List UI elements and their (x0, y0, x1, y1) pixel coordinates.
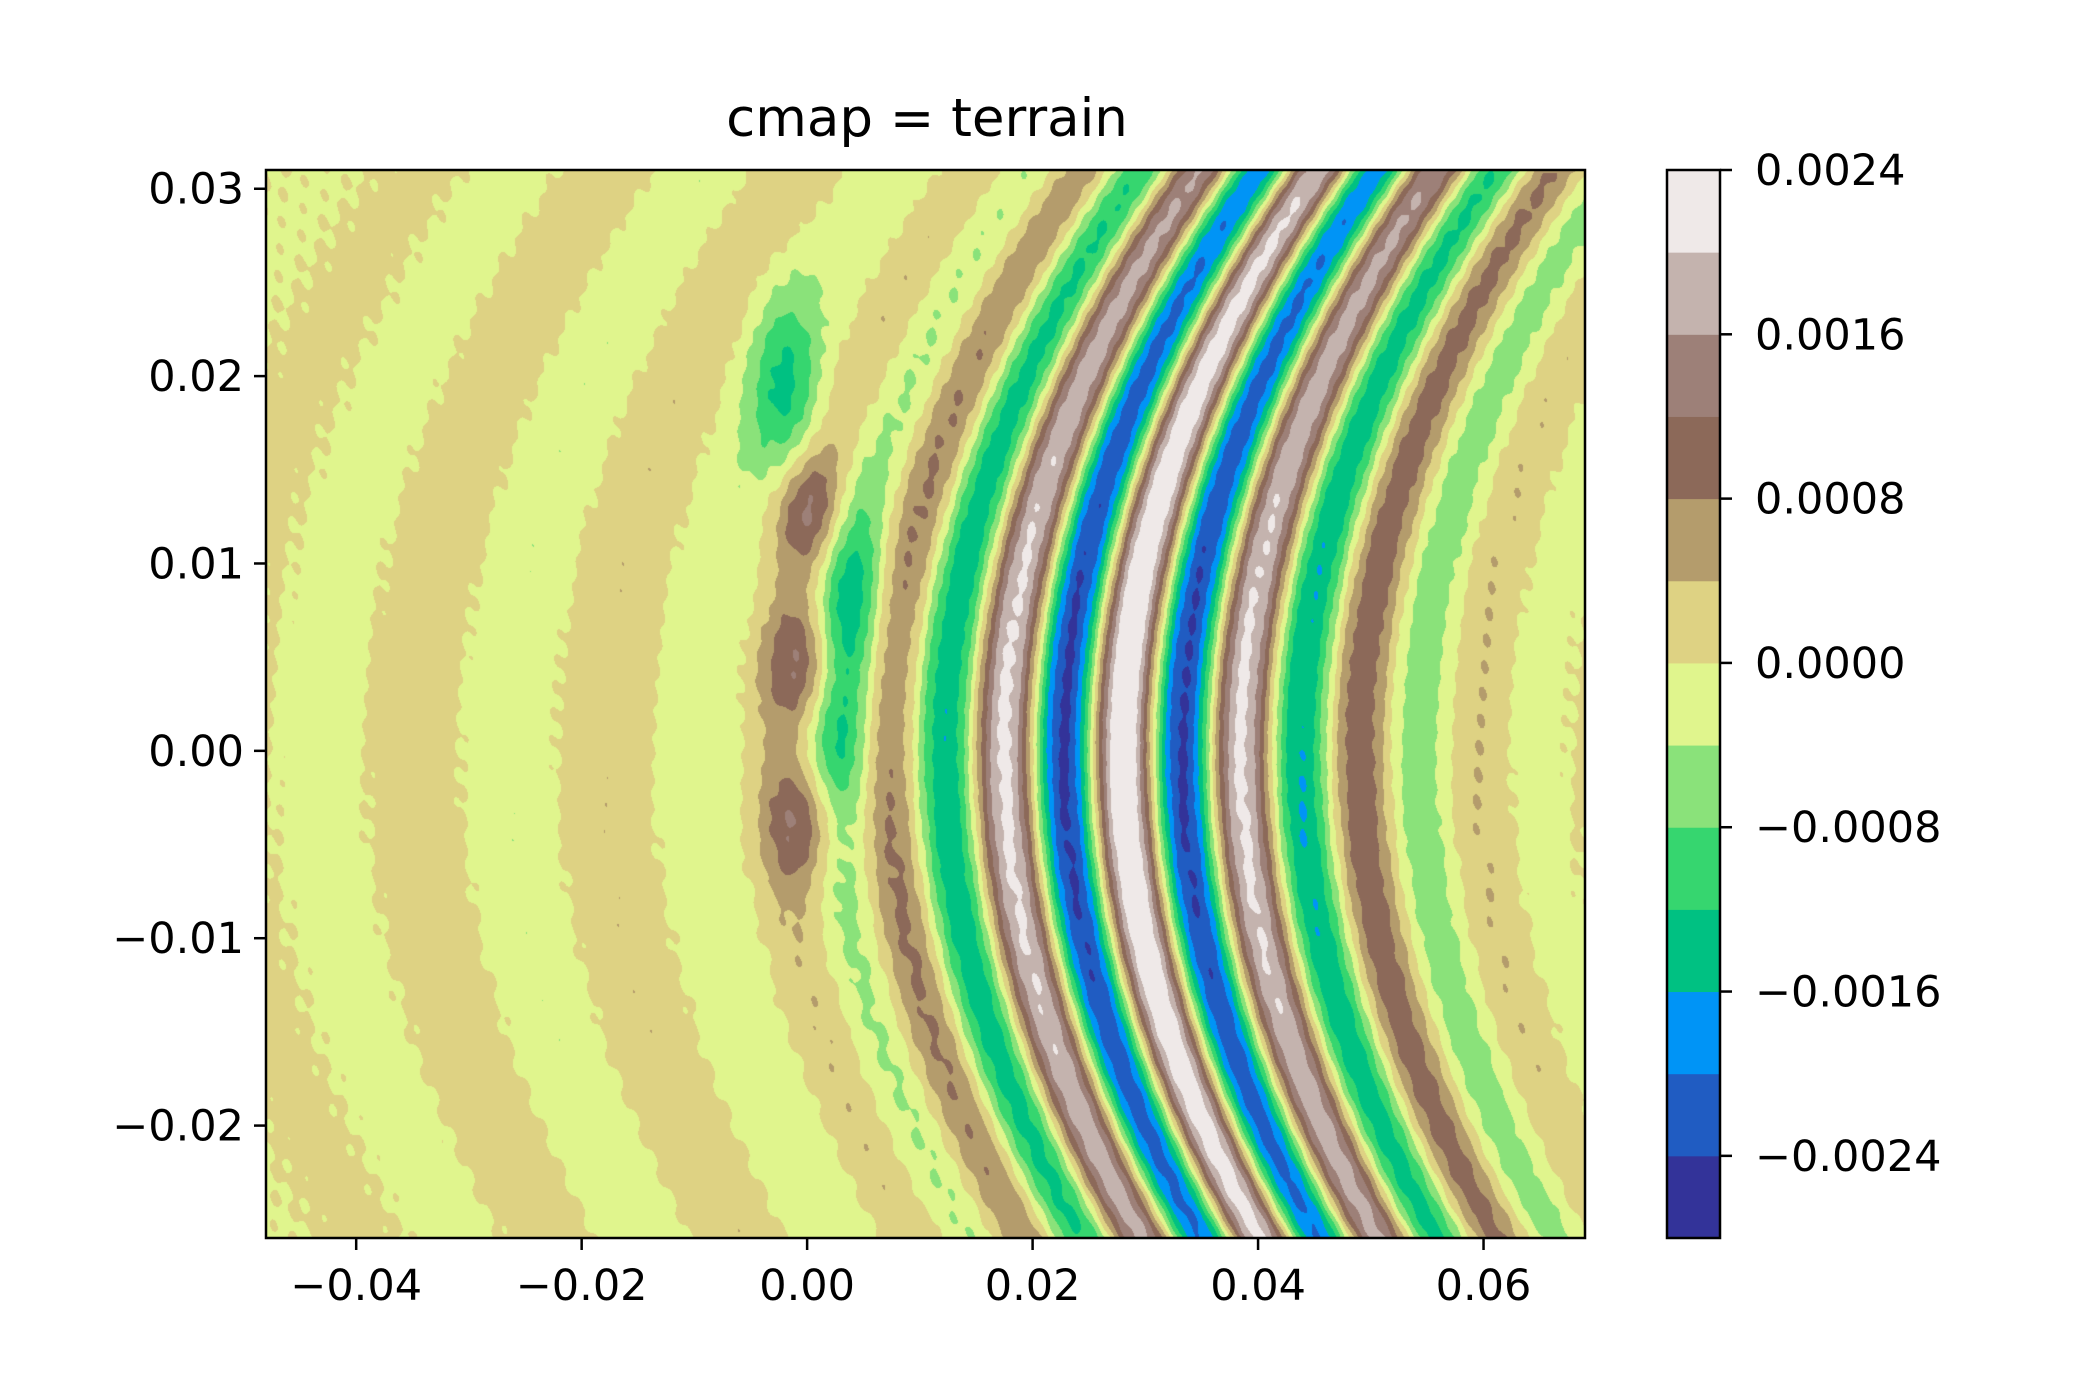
colorbar-band (1667, 991, 1720, 1075)
x-tick-label: 0.04 (1210, 1261, 1306, 1311)
y-tick-label: 0.01 (148, 539, 244, 589)
colorbar-band (1667, 662, 1720, 746)
y-tick-label: −0.02 (112, 1102, 244, 1152)
colorbar-tick-label: −0.0024 (1755, 1132, 1942, 1182)
colorbar-band (1667, 416, 1720, 500)
plot-frame (264, 168, 1587, 1240)
y-tick-label: −0.01 (112, 914, 244, 964)
colorbar-tick-label: 0.0024 (1755, 146, 1905, 196)
colorbar-tick-label: −0.0008 (1755, 803, 1942, 853)
chart-title: cmap = terrain (726, 88, 1128, 149)
plot-area (264, 168, 1587, 1240)
colorbar-tick-label: 0.0008 (1755, 475, 1905, 525)
x-tick-label: −0.04 (290, 1261, 422, 1311)
colorbar-band (1667, 1073, 1720, 1157)
colorbar-band (1667, 827, 1720, 910)
colorbar-band (1667, 170, 1720, 253)
colorbar-band (1667, 334, 1720, 417)
x-axis: −0.04 −0.02 0.00 0.02 0.04 0.06 (290, 1238, 1531, 1311)
colorbar-band (1667, 252, 1720, 335)
y-tick-label: 0.03 (148, 165, 244, 215)
contour-field (266, 170, 1585, 1238)
x-tick-label: 0.02 (985, 1261, 1081, 1311)
colorbar-band (1667, 745, 1720, 828)
colorbar-frame (1665, 168, 1722, 1240)
colorbar-band (1667, 909, 1720, 993)
colorbar-tick-label: 0.0016 (1755, 310, 1905, 360)
colorbar-band (1667, 1155, 1720, 1239)
y-tick-label: 0.02 (148, 352, 244, 402)
colorbar-band (1667, 498, 1720, 582)
x-tick-label: 0.06 (1436, 1261, 1532, 1311)
x-tick-label: −0.02 (516, 1261, 648, 1311)
colorbar-tick-label: 0.0000 (1755, 639, 1905, 689)
colorbar: −0.0024 −0.0016 −0.0008 0.0000 0.0008 0.0016 0… (1665, 146, 1942, 1240)
colorbar-tick-label: −0.0016 (1755, 968, 1942, 1018)
y-axis: −0.02 −0.01 0.00 0.01 0.02 0.03 (112, 165, 266, 1152)
y-tick-label: 0.00 (148, 727, 244, 777)
x-tick-label: 0.00 (759, 1261, 855, 1311)
colorbar-band (1667, 580, 1720, 664)
